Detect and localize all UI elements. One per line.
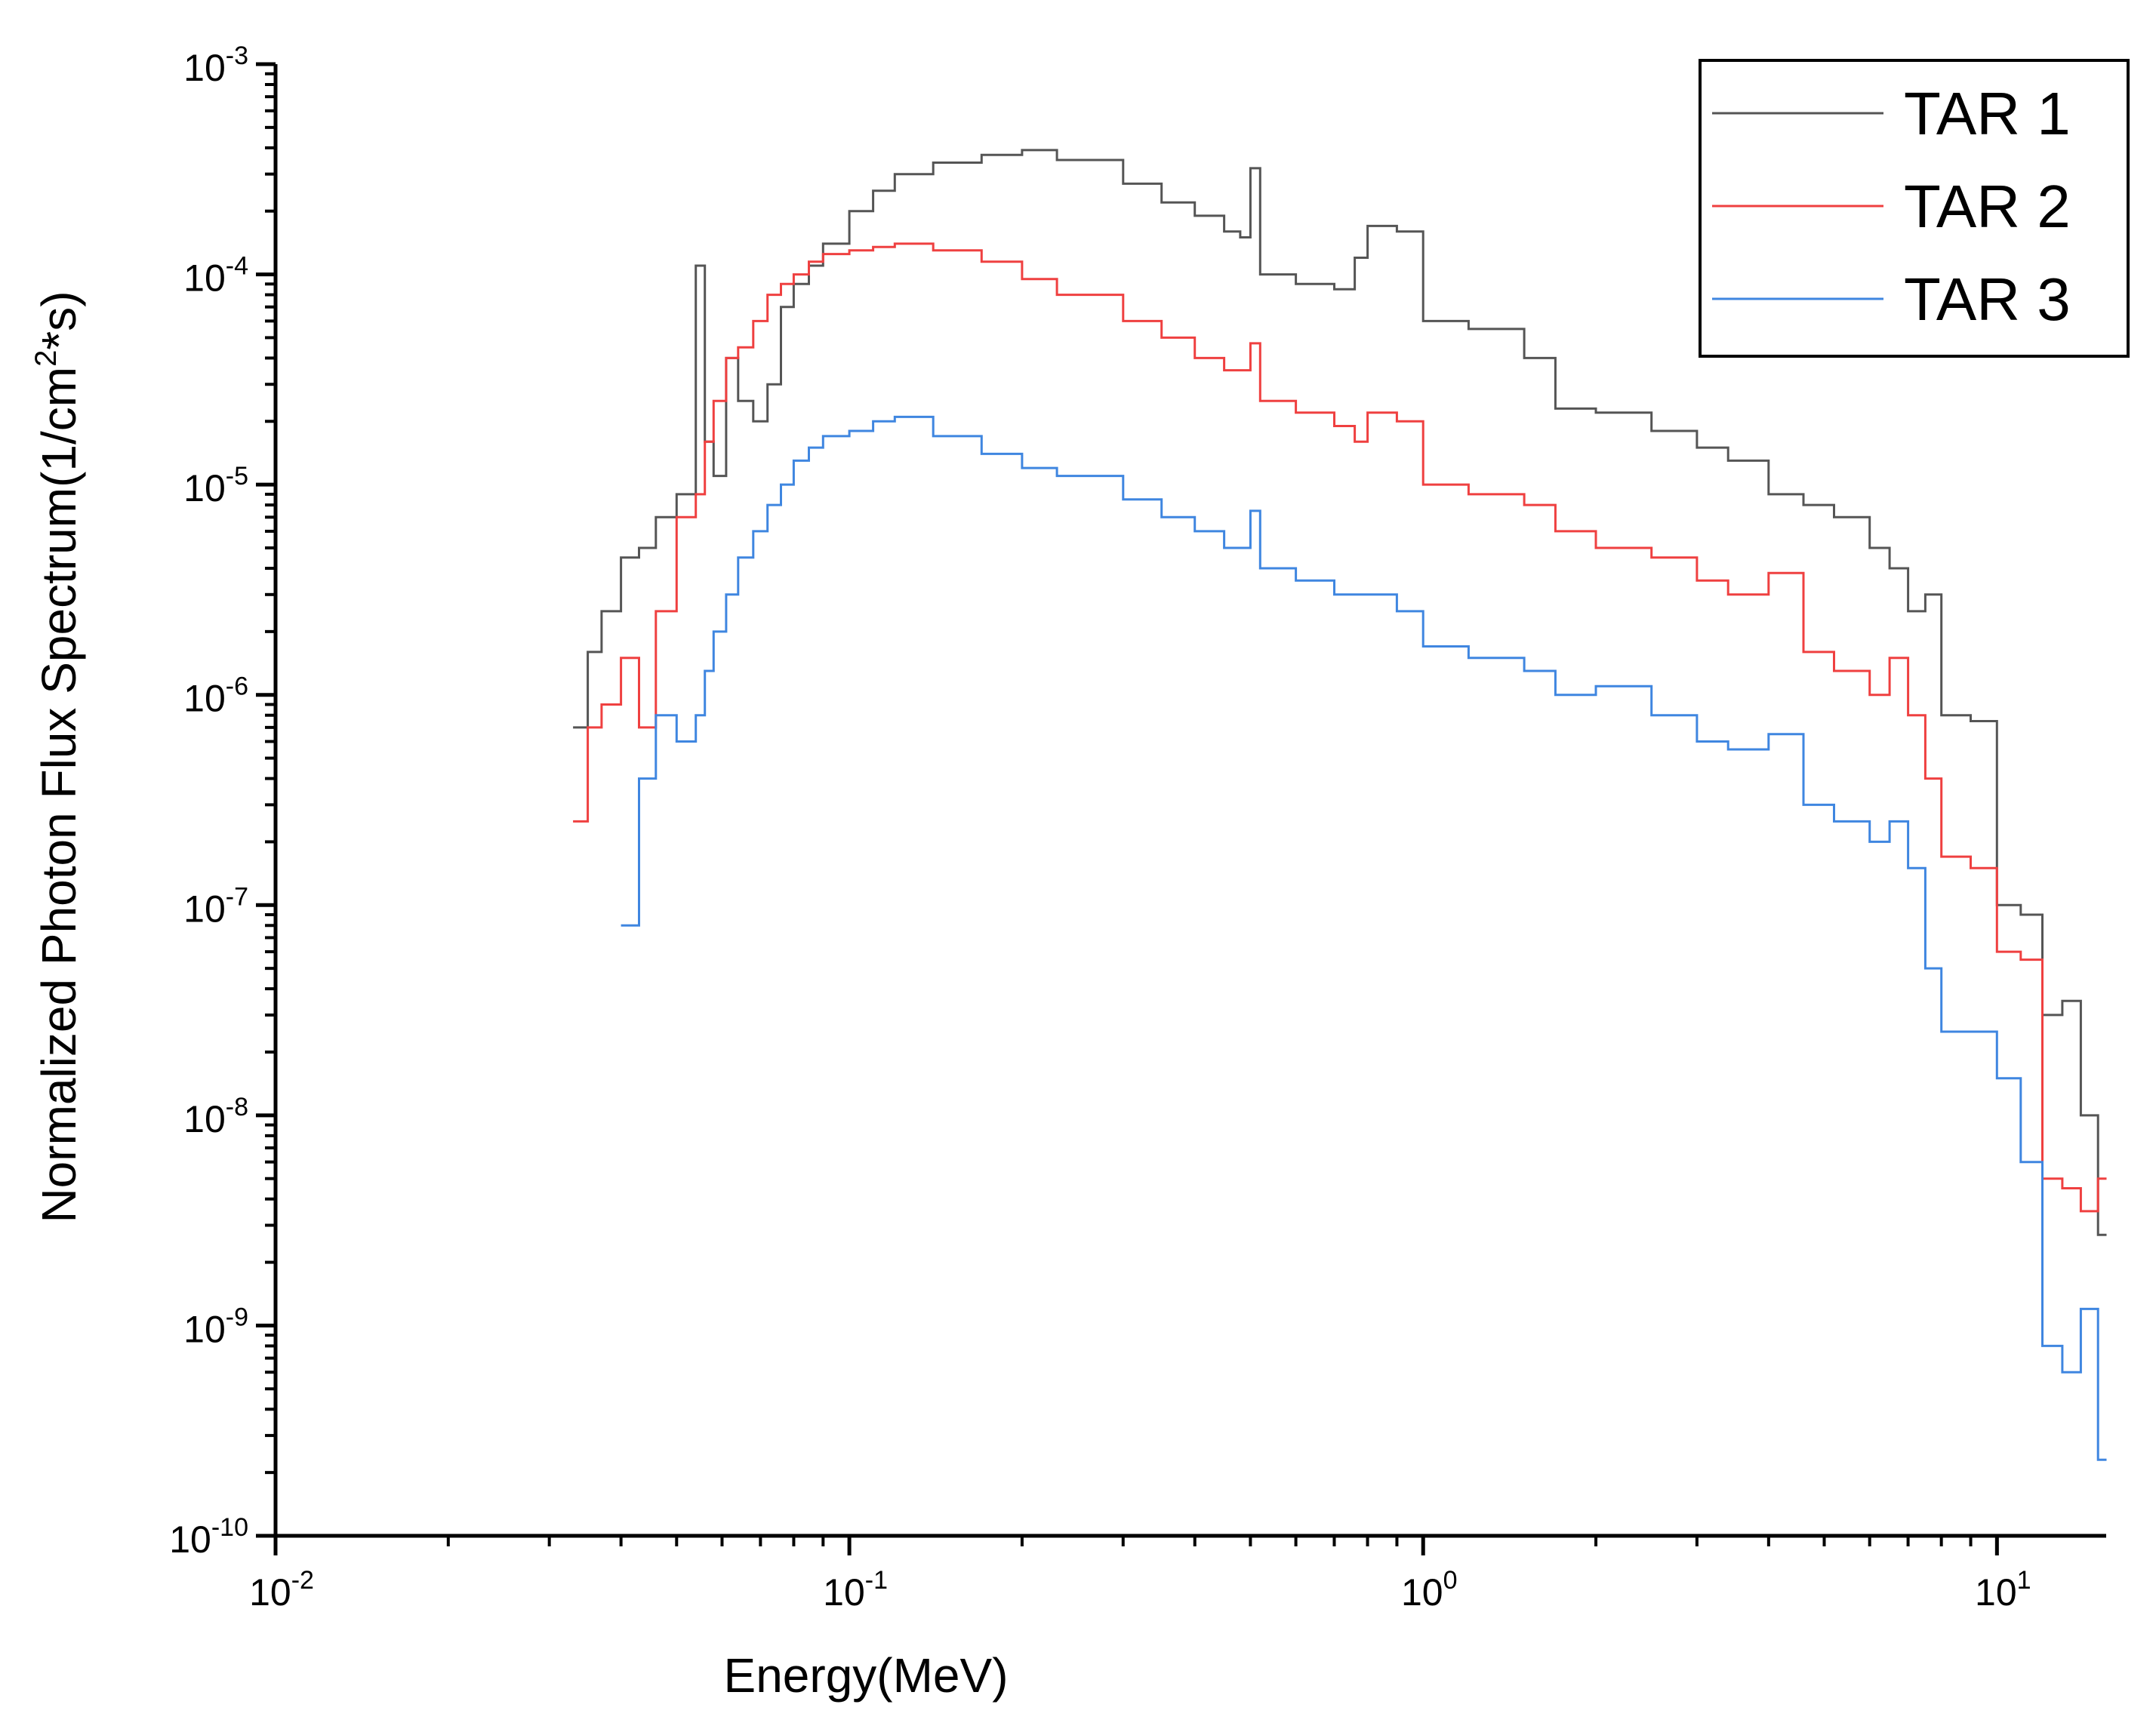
y-tick-label-exponent: -9 <box>226 1303 248 1331</box>
y-tick-label-exponent: -7 <box>226 882 248 911</box>
y-tick-label: 10-8 <box>183 1093 248 1140</box>
plot-series <box>573 149 2107 1461</box>
x-tick-label: 100 <box>1401 1566 1458 1614</box>
y-tick-label-exponent: -3 <box>226 42 248 70</box>
x-tick-label-exponent: -1 <box>865 1566 888 1595</box>
legend-box <box>1699 59 2130 358</box>
y-tick-label: 10-7 <box>183 882 248 930</box>
x-tick-label-base: 10 <box>1401 1571 1443 1614</box>
y-tick-label-base: 10 <box>183 47 226 89</box>
y-tick-label-exponent: -5 <box>226 462 248 491</box>
y-tick-label: 10-6 <box>183 672 248 720</box>
y-tick-label-base: 10 <box>183 467 226 509</box>
x-tick-label-base: 10 <box>249 1571 291 1614</box>
y-tick-label-exponent: -6 <box>226 672 248 701</box>
y-tick-label-exponent: -10 <box>211 1513 248 1542</box>
axes <box>273 64 2106 1538</box>
x-tick-label-exponent: 1 <box>2017 1566 2031 1595</box>
y-tick-label-base: 10 <box>183 1098 226 1140</box>
y-tick-label: 10-3 <box>183 42 248 89</box>
y-tick-label-base: 10 <box>183 257 226 300</box>
tick-marks <box>256 62 1999 1555</box>
y-axis-label-main: Normalized Photon Flux Spectrum(1/cm <box>32 367 86 1223</box>
y-tick-label: 10-9 <box>183 1303 248 1350</box>
y-tick-label-exponent: -4 <box>226 252 248 281</box>
legend-label-2: TAR 2 <box>1904 173 2071 240</box>
y-axis-label-superscript: 2 <box>29 350 63 367</box>
x-tick-label-exponent: 0 <box>1443 1566 1458 1595</box>
x-tick-label: 10-2 <box>249 1566 314 1614</box>
y-tick-label: 10-4 <box>183 252 248 300</box>
series-line-3 <box>621 415 2107 1461</box>
legend-label-3: TAR 3 <box>1904 266 2071 333</box>
y-tick-label: 10-10 <box>169 1513 248 1561</box>
x-tick-label: 10-1 <box>823 1566 888 1614</box>
y-tick-label-base: 10 <box>183 1308 226 1350</box>
x-axis-label: Energy(MeV) <box>724 1648 1009 1703</box>
legend: TAR 1 TAR 2 TAR 3 <box>1699 59 2130 358</box>
legend-label-1: TAR 1 <box>1904 80 2071 147</box>
x-tick-label-exponent: -2 <box>291 1566 314 1595</box>
x-tick-label-base: 10 <box>823 1571 865 1614</box>
y-tick-label-exponent: -8 <box>226 1093 248 1121</box>
y-axis-label-tail: *s) <box>32 291 86 349</box>
series-line-2 <box>573 242 2107 1213</box>
y-tick-label-base: 10 <box>183 888 226 930</box>
y-axis-label: Normalized Photon Flux Spectrum(1/cm2*s) <box>29 291 86 1223</box>
x-tick-label: 101 <box>1975 1566 2031 1614</box>
tick-labels: 10-2 10-1 100 10110-1010-910-810-710-610-51… <box>169 42 2031 1614</box>
x-tick-label-base: 10 <box>1975 1571 2017 1614</box>
y-tick-label-base: 10 <box>183 678 226 720</box>
y-tick-label: 10-5 <box>183 462 248 509</box>
y-tick-label-base: 10 <box>169 1518 211 1561</box>
